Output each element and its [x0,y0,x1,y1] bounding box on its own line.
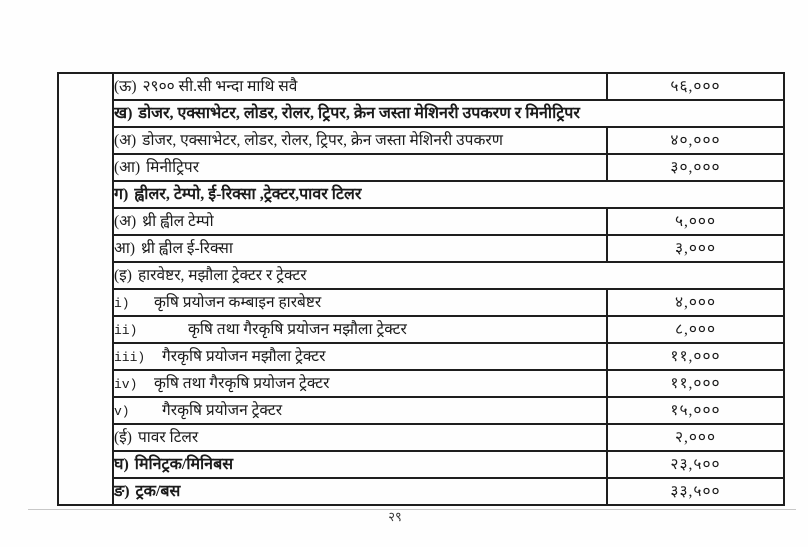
row-value-cell: १५,००० [606,396,785,425]
table-row: v) गैरकृषि प्रयोजन ट्रेक्टर १५,००० [58,396,785,425]
row-enumerator: iii) [114,349,146,365]
table-row: ग) ह्वीलर, टेम्पो, ई-रिक्सा ,ट्रेक्टर,पाव… [58,180,785,209]
row-label: गैरकृषि प्रयोजन मझौला ट्रेक्टर [162,347,326,365]
row-enumerator: (अ) [114,212,137,230]
table-row: iii) गैरकृषि प्रयोजन मझौला ट्रेक्टर ११,००… [58,342,785,371]
row-value-cell: ११,००० [606,342,785,371]
row-label-cell: (इ) हारवेष्टर, मझौला ट्रेक्टर र ट्रेक्टर [112,261,785,290]
table-row: (आ) मिनीट्रिपर ३०,००० [58,153,785,182]
row-label: कृषि तथा गैरकृषि प्रयोजन मझौला ट्रेक्टर [188,320,407,338]
table-row: (अ) डोजर, एक्साभेटर, लोडर, रोलर, ट्रिपर, … [58,126,785,155]
row-label-cell: (अ) डोजर, एक्साभेटर, लोडर, रोलर, ट्रिपर, … [112,126,608,155]
table-row: घ) मिनिट्रक/मिनिबस २३,५०० [58,450,785,479]
row-enumerator: iv) [114,376,138,392]
row-label-cell: (ई) पावर टिलर [112,423,608,452]
table-row: ख) डोजर, एक्साभेटर, लोडर, रोलर, ट्रिपर, क… [58,99,785,128]
row-enumerator: आ) [114,239,136,257]
table-row: ङ) ट्रक/बस ३३,५०० [58,477,785,506]
row-value-cell: ८,००० [606,315,785,344]
row-enumerator: ii) [114,322,138,338]
row-label-cell: ख) डोजर, एक्साभेटर, लोडर, रोलर, ट्रिपर, क… [112,99,785,128]
row-label: हारवेष्टर, मझौला ट्रेक्टर र ट्रेक्टर [137,266,307,284]
row-label: ह्वीलर, टेम्पो, ई-रिक्सा ,ट्रेक्टर,पावर … [134,185,362,203]
row-label-cell: ङ) ट्रक/बस [112,477,608,506]
row-label-cell: घ) मिनिट्रक/मिनिबस [112,450,608,479]
table-row: (इ) हारवेष्टर, मझौला ट्रेक्टर र ट्रेक्टर [58,261,785,290]
row-label: ट्रक/बस [135,482,181,500]
row-label: थ्री ह्वील टेम्पो [142,212,214,230]
row-value-cell: ४०,००० [606,126,785,155]
row-label: डोजर, एक्साभेटर, लोडर, रोलर, ट्रिपर, क्र… [138,104,580,122]
row-label: मिनीट्रिपर [146,158,200,176]
scan-artifact-line [28,509,796,510]
row-label: पावर टिलर [137,428,199,446]
row-value-cell: ५६,००० [606,72,785,101]
row-enumerator: (आ) [114,158,141,176]
row-enumerator: ग) [114,185,129,203]
table-row: ii) कृषि तथा गैरकृषि प्रयोजन मझौला ट्रेक्… [58,315,785,344]
row-value-cell: ४,००० [606,288,785,317]
row-enumerator: (ई) [114,428,132,446]
row-label-cell: ग) ह्वीलर, टेम्पो, ई-रिक्सा ,ट्रेक्टर,पाव… [112,180,785,209]
row-value-cell: ३३,५०० [606,477,785,506]
row-label-cell: आ) थ्री ह्वील ई-रिक्सा [112,234,608,263]
vehicle-tax-table: (ऊ) २९०० सी.सी भन्दा माथि सवै ५६,००० ख) डो… [57,72,785,506]
row-value-cell: ११,००० [606,369,785,398]
table-row: (अ) थ्री ह्वील टेम्पो ५,००० [58,207,785,236]
row-enumerator: ख) [114,104,133,122]
row-enumerator: घ) [114,455,129,473]
row-label: डोजर, एक्साभेटर, लोडर, रोलर, ट्रिपर, क्र… [142,131,503,149]
row-enumerator: v) [114,403,130,419]
row-value-cell: २,००० [606,423,785,452]
row-label: २९०० सी.सी भन्दा माथि सवै [142,77,298,95]
row-label: कृषि तथा गैरकृषि प्रयोजन ट्रेक्टर [154,374,330,392]
row-label: कृषि प्रयोजन कम्बाइन हारबेष्टर [154,293,322,311]
row-value-cell: २३,५०० [606,450,785,479]
row-label-cell: (आ) मिनीट्रिपर [112,153,608,182]
row-label-cell: (ऊ) २९०० सी.सी भन्दा माथि सवै [112,72,608,101]
table-row: आ) थ्री ह्वील ई-रिक्सा ३,००० [58,234,785,263]
row-value-cell: ३०,००० [606,153,785,182]
row-label-cell: iii) गैरकृषि प्रयोजन मझौला ट्रेक्टर [112,342,608,371]
table-row: (ई) पावर टिलर २,००० [58,423,785,452]
row-label-cell: ii) कृषि तथा गैरकृषि प्रयोजन मझौला ट्रेक्… [112,315,608,344]
row-value-cell: ५,००० [606,207,785,236]
left-margin-cell [57,72,114,506]
row-label: मिनिट्रक/मिनिबस [134,455,234,473]
table-row: iv) कृषि तथा गैरकृषि प्रयोजन ट्रेक्टर ११,… [58,369,785,398]
row-label: गैरकृषि प्रयोजन ट्रेक्टर [162,401,283,419]
row-label-cell: iv) कृषि तथा गैरकृषि प्रयोजन ट्रेक्टर [112,369,608,398]
table-row: (ऊ) २९०० सी.सी भन्दा माथि सवै ५६,००० [57,72,785,506]
row-enumerator: i) [114,295,130,311]
row-enumerator: ङ) [114,482,130,500]
row-label: थ्री ह्वील ई-रिक्सा [141,239,233,257]
row-enumerator: (अ) [114,131,137,149]
row-label-cell: (अ) थ्री ह्वील टेम्पो [112,207,608,236]
table-row: i) कृषि प्रयोजन कम्बाइन हारबेष्टर ४,००० [58,288,785,317]
row-value-cell: ३,००० [606,234,785,263]
row-enumerator: (इ) [114,266,132,284]
row-label-cell: i) कृषि प्रयोजन कम्बाइन हारबेष्टर [112,288,608,317]
row-enumerator: (ऊ) [114,77,137,95]
page-number: २९ [388,509,402,524]
row-label-cell: v) गैरकृषि प्रयोजन ट्रेक्टर [112,396,608,425]
